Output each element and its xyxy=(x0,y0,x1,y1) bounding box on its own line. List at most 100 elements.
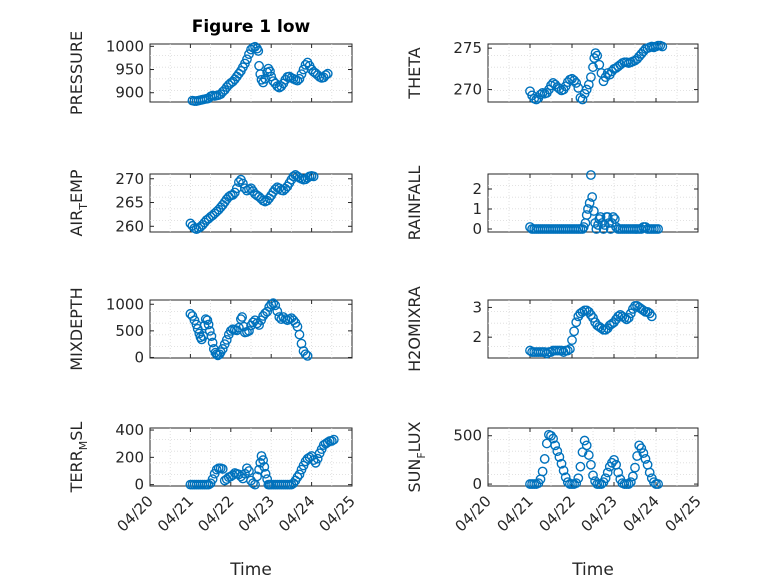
data-point xyxy=(608,212,619,222)
data-point xyxy=(625,308,636,319)
x-tick-label: 04/20 xyxy=(452,492,495,535)
data-point xyxy=(638,448,649,459)
data-point xyxy=(539,454,550,464)
data-point xyxy=(581,84,592,95)
data-point xyxy=(588,62,598,73)
data-point xyxy=(584,198,595,208)
data-point xyxy=(320,70,331,80)
data-point xyxy=(613,311,624,322)
data-point xyxy=(583,450,594,460)
data-point xyxy=(237,312,248,322)
y-tick-label: 275 xyxy=(453,39,482,57)
data-point xyxy=(254,320,264,330)
data-point xyxy=(221,335,232,345)
data-point xyxy=(300,349,311,360)
y-axis-label: PRESSURE xyxy=(67,31,86,115)
data-point xyxy=(628,471,638,482)
data-point xyxy=(579,435,590,446)
data-point xyxy=(558,465,569,476)
data-point xyxy=(265,66,275,77)
y-tick-label: 0 xyxy=(472,220,482,238)
data-point xyxy=(326,436,337,446)
y-axis-label: SUNFLUX xyxy=(405,421,428,492)
data-point xyxy=(300,59,311,70)
data-point xyxy=(272,81,283,92)
x-tick-label: 04/20 xyxy=(114,492,157,535)
data-point xyxy=(583,204,593,214)
data-point xyxy=(204,325,215,336)
subplot-6: 2 3 H2OMIXRA xyxy=(405,286,699,372)
data-point xyxy=(296,69,307,80)
y-tick-label: 950 xyxy=(115,61,144,79)
data-point xyxy=(596,323,607,334)
data-point xyxy=(308,171,319,182)
y-tick-label: 270 xyxy=(115,170,144,188)
data-point xyxy=(653,479,663,489)
data-point xyxy=(258,455,269,465)
data-point xyxy=(625,477,636,488)
data-point xyxy=(214,349,225,360)
data-point xyxy=(294,329,305,340)
data-point xyxy=(575,461,586,472)
data-point xyxy=(242,54,252,65)
data-point xyxy=(595,212,606,222)
y-tick-label: 2 xyxy=(472,180,482,198)
y-tick-label: 0 xyxy=(134,348,144,366)
data-point xyxy=(556,458,567,469)
y-tick-label: 1000 xyxy=(106,37,144,55)
data-point xyxy=(268,298,279,309)
data-point xyxy=(262,306,273,317)
x-tick-label: 04/25 xyxy=(316,492,359,535)
data-point xyxy=(554,452,565,462)
data-point xyxy=(562,345,573,356)
data-point xyxy=(619,312,630,323)
data-point xyxy=(602,467,613,478)
y-axis-label: MIXDEPTH xyxy=(67,287,86,370)
chart-title: Figure 1 low xyxy=(192,17,311,37)
data-point xyxy=(571,78,582,88)
data-point xyxy=(632,451,642,461)
data-point xyxy=(581,440,592,451)
data-point xyxy=(590,48,601,59)
data-point xyxy=(636,443,647,454)
y-axis-label: AIRTEMP xyxy=(67,169,90,236)
data-point xyxy=(640,454,651,464)
x-tick-label: 04/23 xyxy=(578,492,621,535)
data-point xyxy=(573,473,584,484)
x-axis-label: Time xyxy=(571,560,614,580)
data-point xyxy=(211,464,222,475)
data-point xyxy=(294,469,305,480)
data-point xyxy=(322,68,333,79)
y-tick-label: 0 xyxy=(134,476,144,494)
data-point xyxy=(657,41,668,52)
x-tick-label: 04/23 xyxy=(235,492,278,535)
y-tick-label: 270 xyxy=(453,81,482,99)
x-tick-label: 04/24 xyxy=(275,492,318,535)
data-point xyxy=(200,314,211,325)
data-point xyxy=(274,312,285,322)
plot-area xyxy=(149,173,353,233)
x-tick-label: 04/21 xyxy=(154,492,197,535)
data-point xyxy=(242,463,252,474)
data-point xyxy=(646,311,657,322)
data-point xyxy=(565,344,575,354)
y-tick-label: 2 xyxy=(472,328,482,346)
data-point xyxy=(217,344,228,354)
data-point xyxy=(308,455,319,465)
data-point xyxy=(260,468,271,479)
data-point xyxy=(203,319,214,330)
data-point xyxy=(294,73,305,84)
data-point xyxy=(548,433,558,444)
x-tick-label: 04/22 xyxy=(194,492,237,535)
data-point xyxy=(586,459,596,470)
y-tick-label: 500 xyxy=(453,427,482,445)
data-point xyxy=(272,306,283,317)
y-axis-label: TERRMSL xyxy=(67,422,90,494)
data-point xyxy=(552,446,563,457)
data-point xyxy=(302,350,313,361)
data-point xyxy=(623,479,634,489)
data-point xyxy=(217,464,228,474)
data-point xyxy=(630,462,640,473)
